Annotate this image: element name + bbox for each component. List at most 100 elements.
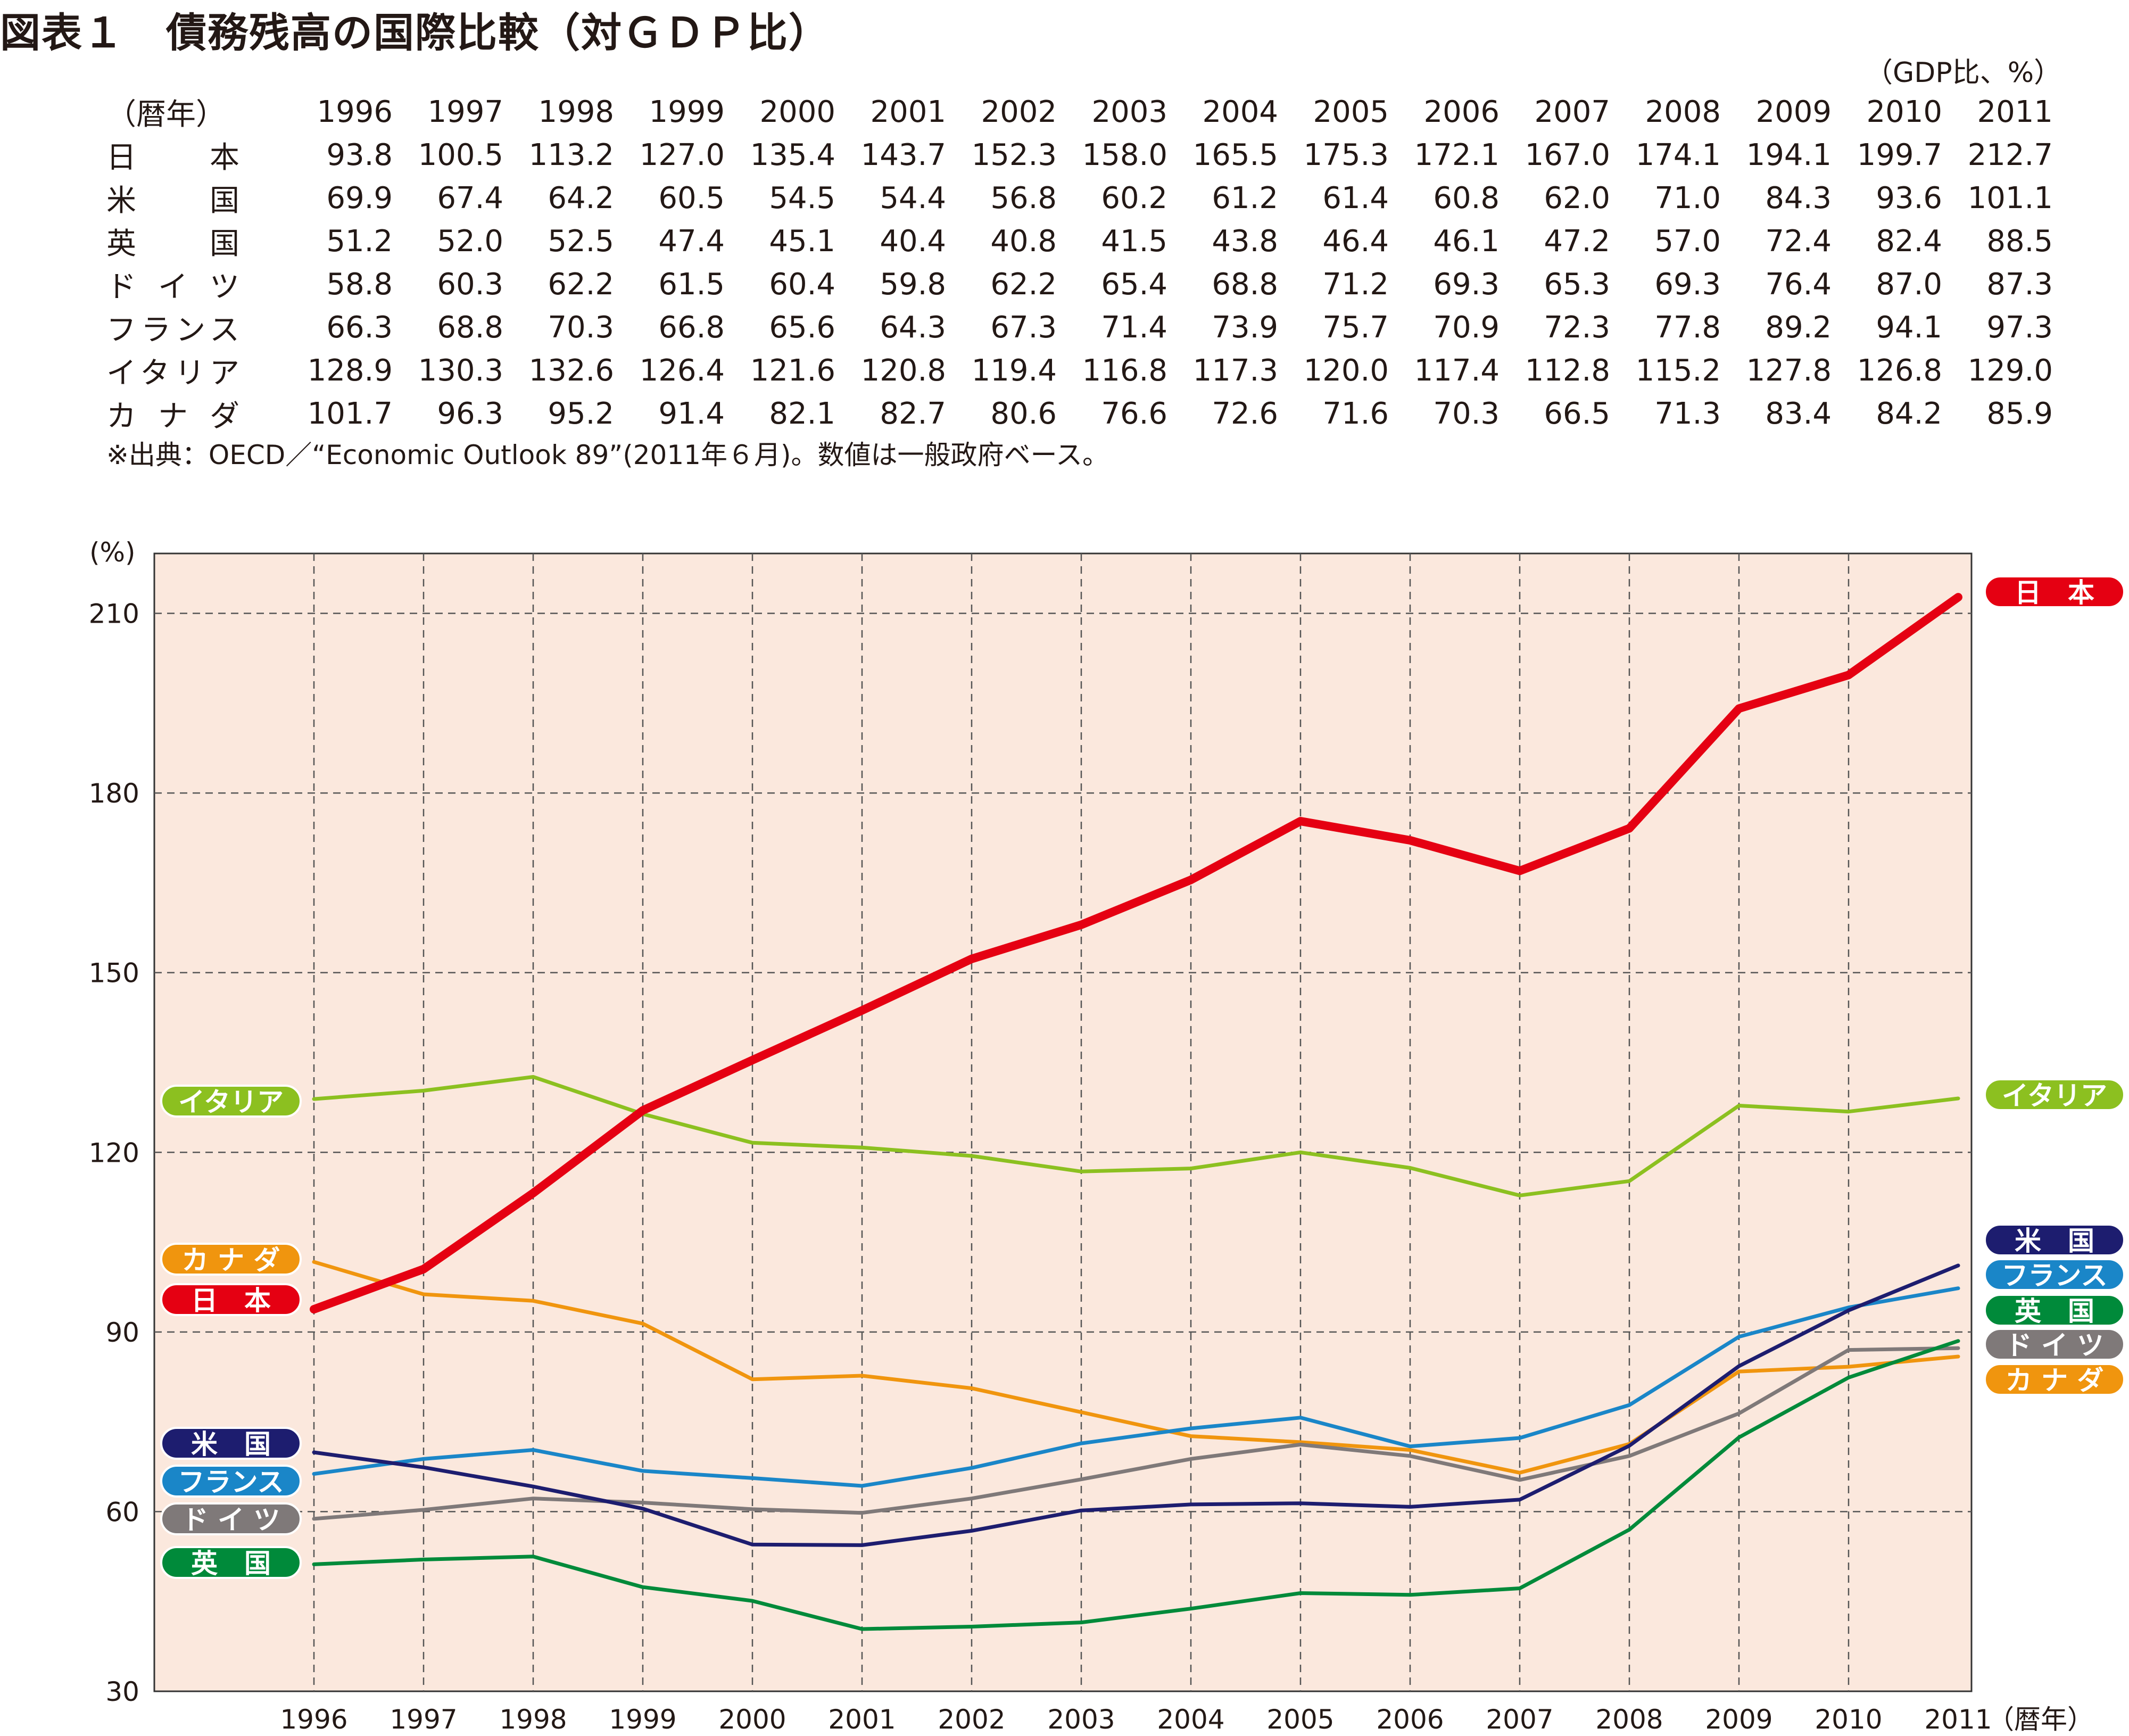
table-cell: 69.3 [1654,267,1721,302]
table-cell: 76.4 [1765,267,1832,302]
y-tick-label: 120 [89,1137,139,1168]
series-left-tag [160,1427,302,1460]
x-tick-label: 2009 [1705,1704,1772,1735]
table-cell: 59.8 [880,267,946,302]
table-cell: 64.3 [880,310,946,345]
series-line [312,1263,1960,1547]
year-header: 1998 [538,95,614,129]
table-row: フランス 66.3 68.8 70.3 66.8 65.6 64.3 67.3 71.4 73.9… [106,306,2053,349]
table-cell: 120.8 [860,353,946,388]
x-tick-label: 2002 [938,1704,1005,1735]
x-tick-label: 1996 [280,1704,347,1735]
table-row: 日 本 93.8 100.5 113.2 127.0 135.4 143.7 152.3 158… [106,134,2053,177]
table-cell: 76.6 [1101,396,1167,431]
table-cell: 94.1 [1876,310,1942,345]
series-right-label: 米 国 [2015,1226,2094,1256]
table-cell: 93.8 [326,138,393,172]
table-cell: 72.6 [1212,396,1278,431]
table-row: ドイツ 58.8 60.3 62.2 61.5 60.4 59.8 62.2 65.4 68.8 7… [106,263,2053,306]
source-note: ※出典：OECD／“Economic Outlook 89”(2011年６月)。… [106,440,1109,470]
series-line [312,1075,1960,1197]
series-left-label: ド イ ツ [182,1504,280,1535]
x-tick-label: 2006 [1376,1704,1444,1735]
table-cell: 61.5 [658,267,725,302]
table-cell: 41.5 [1101,224,1167,259]
series-line [312,1339,1960,1631]
table-cell: 93.6 [1876,181,1942,216]
table-cell: 82.4 [1876,224,1942,259]
series-left-tag [160,1465,302,1498]
corner-label: （暦年） [106,97,226,132]
table-cell: 84.2 [1876,396,1942,431]
table-cell: 87.0 [1876,267,1942,302]
table-cell: 69.3 [1433,267,1500,302]
y-tick-label: 60 [105,1497,139,1527]
country-label: 日 本 [106,140,239,175]
table-cell: 68.8 [437,310,503,345]
table-cell: 130.3 [418,353,503,388]
table-cell: 73.9 [1212,310,1278,345]
table-cell: 85.9 [1986,396,2053,431]
table-cell: 120.0 [1303,353,1389,388]
table-cell: 65.4 [1101,267,1167,302]
x-tick-label: 2000 [718,1704,786,1735]
table-cell: 115.2 [1635,353,1721,388]
series-right-label: 英 国 [2015,1296,2094,1327]
table-cell: 91.4 [658,396,725,431]
table-cell: 61.2 [1212,181,1278,216]
table-cell: 89.2 [1765,310,1832,345]
table-cell: 67.3 [990,310,1057,345]
series-left-label: カ ナ ダ [182,1245,280,1276]
year-header: 1999 [649,95,725,129]
table-cell: 46.1 [1433,224,1500,259]
table-cell: 128.9 [307,353,393,388]
table-cell: 80.6 [990,396,1057,431]
table-cell: 116.8 [1082,353,1167,388]
year-header: 2006 [1423,95,1500,129]
table-cell: 212.7 [1967,138,2053,172]
country-label: イタリア [106,356,239,391]
table-row: 米 国 69.9 67.4 64.2 60.5 54.5 54.4 56.8 60.2 61.2 6… [106,177,2053,220]
table-cell: 60.4 [769,267,835,302]
unit-note: （GDP比、%） [1865,57,2062,89]
table-cell: 174.1 [1635,138,1721,172]
table-cell: 71.2 [1322,267,1389,302]
table-cell: 56.8 [990,181,1057,216]
table-cell: 82.1 [769,396,835,431]
series-left-tag [160,1283,302,1316]
year-header: 2002 [981,95,1057,129]
table-cell: 47.2 [1544,224,1610,259]
x-tick-label: 2008 [1595,1704,1663,1735]
table-cell: 62.0 [1544,181,1610,216]
country-label: 英 国 [106,227,239,261]
table-row: カナダ 101.7 96.3 95.2 91.4 82.1 82.7 80.6 76.6 72.6… [106,392,2053,435]
table-cell: 199.7 [1857,138,1942,172]
table-cell: 72.4 [1765,224,1832,259]
table-cell: 60.3 [437,267,503,302]
table-cell: 175.3 [1303,138,1389,172]
table-cell: 70.9 [1433,310,1500,345]
table-cell: 54.5 [769,181,835,216]
table-cell: 71.4 [1101,310,1167,345]
table-cell: 119.4 [971,353,1057,388]
table-cell: 66.5 [1544,396,1610,431]
table-cell: 51.2 [326,224,393,259]
table-cell: 43.8 [1212,224,1278,259]
table-cell: 97.3 [1986,310,2053,345]
series-right-tag [1984,1224,2125,1256]
year-header: 1997 [427,95,503,129]
series-left-label: フランス [178,1467,284,1498]
table-cell: 68.8 [1212,267,1278,302]
table-cell: 54.4 [880,181,946,216]
year-header: 2011 [1977,95,2053,129]
plot-area [153,552,1973,1692]
year-header: 2004 [1202,95,1278,129]
table-body: 日 本 93.8 100.5 113.2 127.0 135.4 143.7 152.3 158… [106,134,2053,435]
table-cell: 100.5 [418,138,503,172]
table-row: 英 国 51.2 52.0 52.5 47.4 45.1 40.4 40.8 41.5 43.8 4… [106,220,2053,263]
table-cell: 77.8 [1654,310,1721,345]
table-cell: 60.5 [658,181,725,216]
table-row: イタリア 128.9 130.3 132.6 126.4 121.6 120.8 119.4 1… [106,349,2053,392]
table-cell: 46.4 [1322,224,1389,259]
